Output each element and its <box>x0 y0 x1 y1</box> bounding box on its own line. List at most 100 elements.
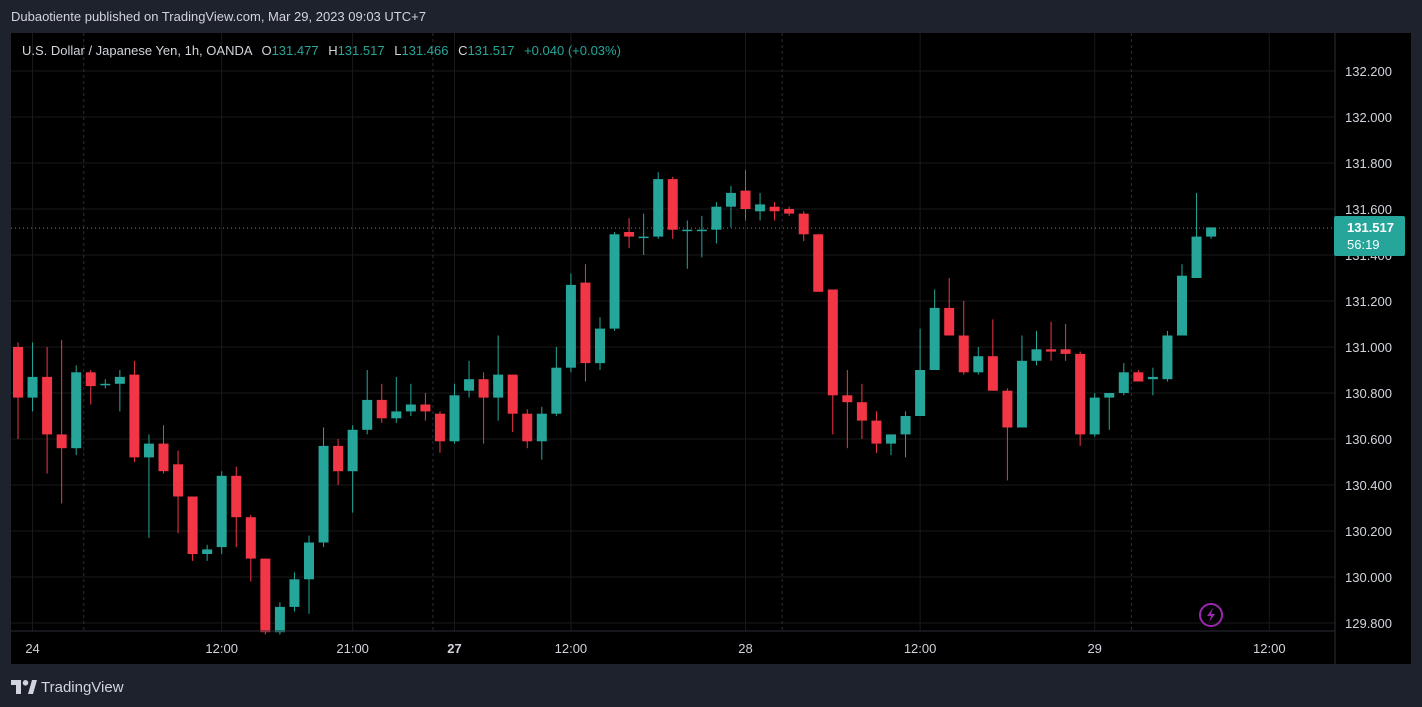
footer-brand[interactable]: TradingView <box>41 678 124 696</box>
candle-body <box>405 404 416 412</box>
candle-body <box>434 413 445 442</box>
candle-body <box>1177 275 1187 336</box>
candle-body <box>347 429 358 472</box>
candle-body <box>129 374 140 458</box>
candle <box>158 425 169 474</box>
symbol-title[interactable]: U.S. Dollar / Japanese Yen, 1h, OANDA <box>22 43 252 58</box>
candle-body <box>420 404 431 412</box>
candle <box>580 264 591 382</box>
candle <box>595 317 605 370</box>
candle <box>1162 330 1173 382</box>
candle <box>1133 370 1144 382</box>
candle-body <box>333 445 344 472</box>
candle <box>1016 335 1027 428</box>
candle-body <box>1104 393 1115 398</box>
candle <box>202 544 213 561</box>
candle <box>609 232 620 331</box>
candle <box>100 379 111 389</box>
candle <box>1147 367 1158 396</box>
candle <box>929 289 940 370</box>
tradingview-logo-icon[interactable] <box>11 680 37 694</box>
change-value: +0.040 (+0.03%) <box>524 43 621 58</box>
candle-body <box>711 206 722 230</box>
candle-body <box>13 347 23 398</box>
candle <box>696 215 707 258</box>
candle <box>274 602 285 635</box>
time-tick-label: 12:00 <box>555 641 588 656</box>
candle-body <box>274 606 285 633</box>
candle <box>987 319 998 391</box>
chart-area[interactable]: 132.200132.000131.800131.600131.400131.2… <box>11 33 1411 664</box>
candle <box>143 434 154 538</box>
candle <box>333 439 344 485</box>
candle-body <box>231 475 242 518</box>
candle <box>565 273 576 373</box>
candle-body <box>827 289 838 396</box>
open-label: O <box>261 43 272 58</box>
candlestick-chart[interactable]: 132.200132.000131.800131.600131.400131.2… <box>11 33 1411 664</box>
candle-body <box>973 356 984 373</box>
candle <box>129 360 140 462</box>
candle-body <box>493 374 504 398</box>
candle-body <box>624 232 635 237</box>
candle-body <box>958 335 969 373</box>
candle <box>289 572 300 612</box>
high-label: H <box>328 43 338 58</box>
candle <box>522 409 533 449</box>
low-label: L <box>394 43 402 58</box>
candle-body <box>158 443 169 472</box>
candle <box>507 374 518 433</box>
candle-body <box>725 192 736 207</box>
candle-body <box>1118 372 1129 393</box>
low-value: 131.466 <box>401 43 449 58</box>
candle-body <box>478 379 489 398</box>
candle-body <box>755 204 766 212</box>
candle <box>653 172 664 239</box>
candle-body <box>696 229 707 232</box>
time-tick-label: 21:00 <box>336 641 369 656</box>
price-tick-label: 130.000 <box>1345 570 1392 585</box>
candle <box>740 169 751 221</box>
candle <box>187 496 198 561</box>
candle <box>1002 388 1013 481</box>
candle-body <box>813 234 824 292</box>
day-separators <box>83 33 1132 631</box>
candle-body <box>71 372 82 449</box>
candle <box>886 434 896 456</box>
candle <box>260 558 271 635</box>
candle-body <box>187 496 198 554</box>
candle <box>71 365 82 456</box>
candle-body <box>1162 335 1173 380</box>
candle-body <box>1002 390 1013 428</box>
candle-body <box>1046 349 1057 352</box>
time-tick-label: 12:00 <box>1253 641 1286 656</box>
candle-body <box>202 549 213 554</box>
candle-body <box>1133 372 1144 382</box>
candle-body <box>740 190 751 209</box>
candle-body <box>886 434 896 444</box>
candle-body <box>798 213 809 235</box>
price-tick-label: 131.600 <box>1345 202 1392 217</box>
candle <box>798 211 809 242</box>
price-tick-label: 129.800 <box>1345 616 1392 631</box>
candle <box>1031 330 1042 366</box>
time-axis: 24 12:00 21:00 27 12:00 28 12:00 29 12:00 <box>11 630 1335 656</box>
candle-body <box>769 206 780 212</box>
candle <box>114 370 125 412</box>
candle-body <box>944 307 955 336</box>
candle <box>216 471 227 554</box>
publish-note: Dubaotiente published on TradingView.com… <box>11 9 426 24</box>
candle <box>1191 192 1202 278</box>
candle <box>231 466 242 548</box>
price-tick-label: 130.600 <box>1345 432 1392 447</box>
candle-body <box>507 374 518 414</box>
candle-body <box>143 443 154 458</box>
alert-icon[interactable] <box>1199 603 1223 627</box>
candle <box>56 340 67 504</box>
candle <box>813 234 824 292</box>
candle-body <box>114 376 125 384</box>
candle-body <box>1031 349 1042 361</box>
bar-countdown: 56:19 <box>1347 237 1380 252</box>
candle <box>725 186 736 228</box>
candle-body <box>1089 397 1100 435</box>
